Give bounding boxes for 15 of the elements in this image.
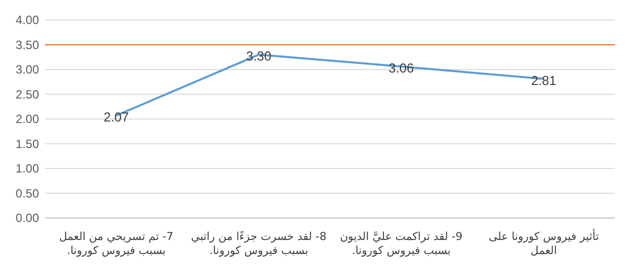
x-tick-label: 8- لقد خسرت جزءًا من راتبي بسبب فيروس كورونا. xyxy=(190,230,328,258)
y-tick-label: 4.00 xyxy=(16,13,40,27)
y-tick-label: 1.50 xyxy=(16,136,40,151)
data-label: 2.07 xyxy=(104,110,129,125)
x-tick-label: 9- لقد تراكمت عليَّ الديون بسبب فيروس كورونا. xyxy=(338,230,464,258)
y-tick-label: 3.00 xyxy=(16,62,40,76)
y-tick-label: 1.00 xyxy=(16,162,40,176)
data-label: 2.81 xyxy=(531,72,556,88)
x-tick-label: تأثير فيروس كورونا على العمل xyxy=(488,230,600,258)
y-tick-label: 0.50 xyxy=(16,186,40,200)
y-tick-label: 2.50 xyxy=(16,87,40,102)
y-tick-label: 2.00 xyxy=(16,112,40,126)
x-tick-label: 7- تم تسريحي من العمل بسبب فيروس كورونا. xyxy=(58,230,174,258)
y-tick-label: 3.50 xyxy=(16,38,40,52)
y-tick-label: 0.00 xyxy=(16,211,40,225)
